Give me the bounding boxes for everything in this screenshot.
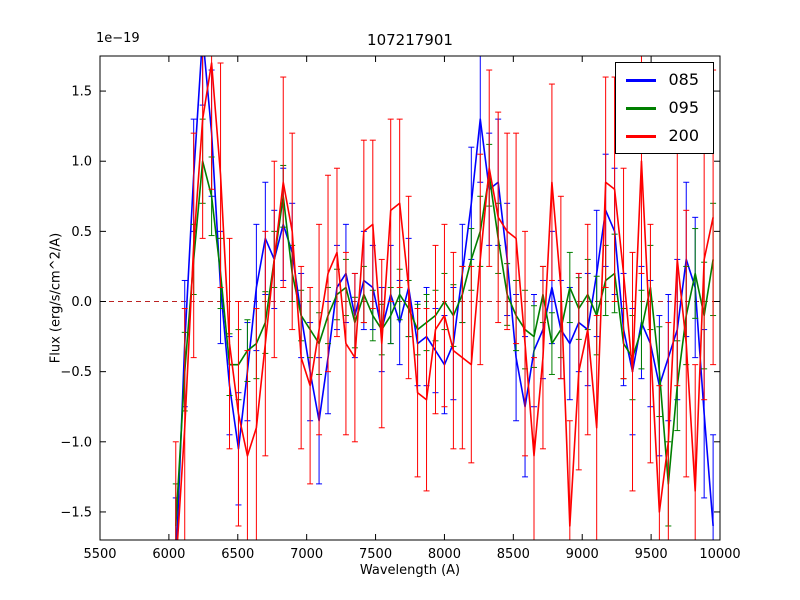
y-axis-offset-text: 1e−19 [96, 31, 140, 46]
y-tick-label: 1.5 [71, 85, 92, 100]
legend-entry-085: 085 [626, 70, 699, 90]
x-tick-label: 7500 [359, 547, 392, 562]
x-tick-label: 5500 [83, 547, 116, 562]
legend-label: 200 [668, 126, 699, 145]
y-tick-label: −0.5 [60, 365, 92, 380]
x-axis-label: Wavelength (A) [359, 563, 461, 578]
y-tick-label: 1.0 [71, 155, 92, 170]
x-tick-label: 8500 [497, 547, 530, 562]
legend-label: 085 [668, 70, 699, 89]
legend-label: 095 [668, 98, 699, 117]
x-tick-label: 10000 [699, 547, 740, 562]
y-tick-label: 0.0 [71, 295, 92, 310]
legend-line-red [626, 134, 657, 138]
series-line-200 [176, 62, 714, 540]
axes-frame [99, 55, 721, 541]
legend: 085 095 200 [615, 62, 714, 154]
y-tick-label: −1.0 [60, 435, 92, 450]
x-tick-label: 9000 [566, 547, 599, 562]
x-tick-label: 9500 [635, 547, 668, 562]
y-tick-label: −1.5 [60, 505, 92, 520]
legend-line-blue [626, 78, 657, 82]
y-tick-label: 0.5 [71, 225, 92, 240]
x-tick-label: 7000 [290, 547, 323, 562]
x-tick-label: 6000 [152, 547, 185, 562]
legend-line-green [626, 106, 657, 110]
legend-entry-200: 200 [626, 126, 699, 146]
legend-entry-095: 095 [626, 98, 699, 118]
series-200 [172, 56, 717, 540]
y-axis-label: Flux (erg/s/cm^2/A) [48, 232, 64, 364]
x-tick-label: 8000 [428, 547, 461, 562]
plot-title: 107217901 [367, 31, 453, 49]
x-tick-label: 6500 [221, 547, 254, 562]
